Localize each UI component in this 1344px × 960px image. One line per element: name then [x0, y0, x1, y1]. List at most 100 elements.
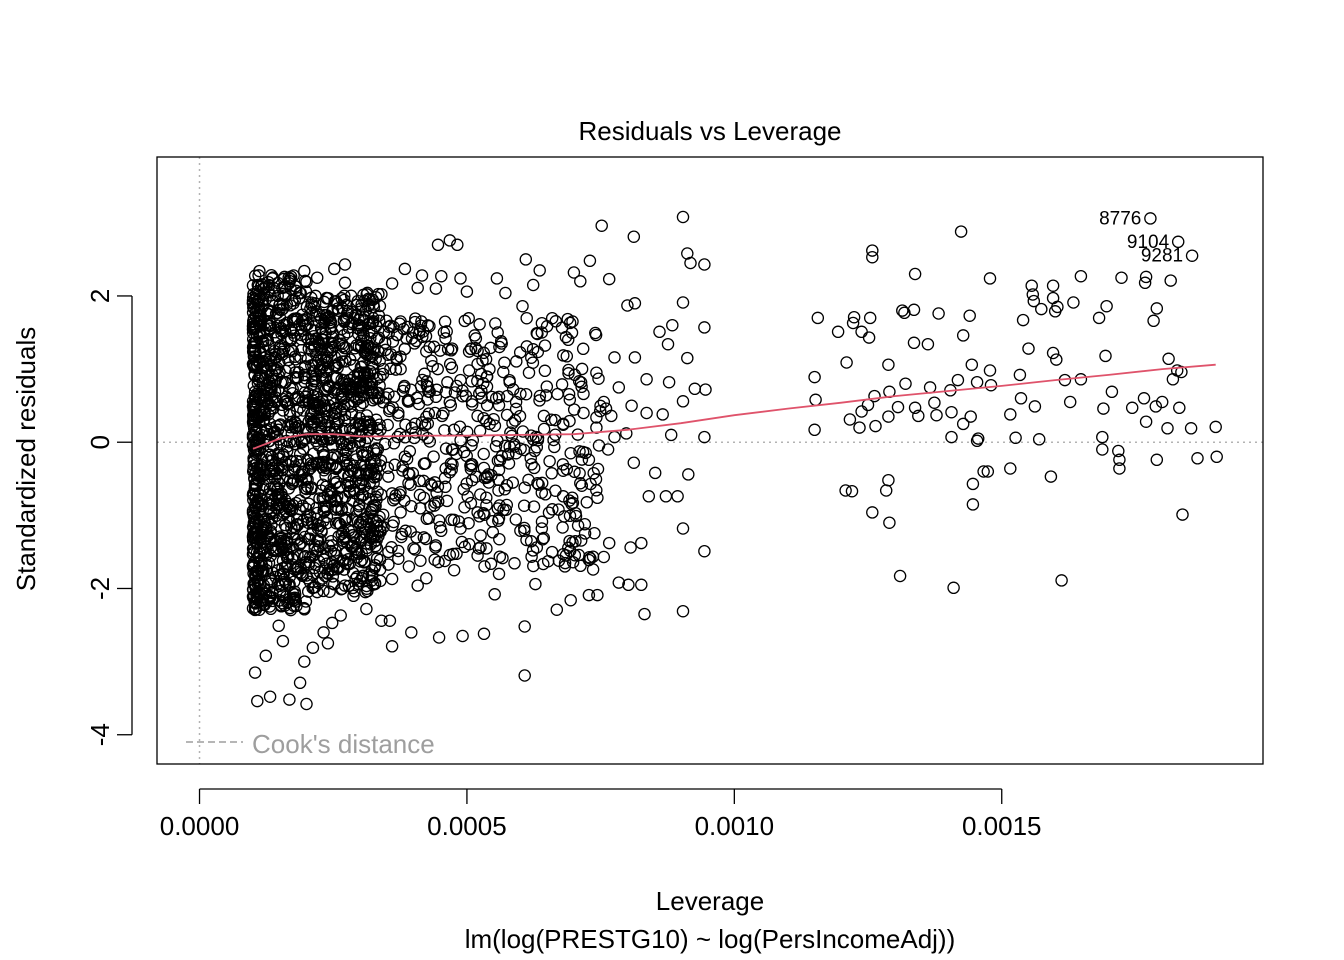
data-point — [480, 380, 494, 393]
data-point — [254, 370, 267, 383]
data-point — [355, 533, 369, 547]
data-point — [342, 553, 355, 566]
data-point — [250, 511, 263, 525]
data-point — [983, 272, 997, 285]
data-point — [538, 364, 552, 378]
data-point — [1185, 249, 1199, 262]
data-point — [429, 282, 443, 295]
data-point — [322, 379, 335, 392]
data-point — [1191, 452, 1204, 465]
data-point — [843, 413, 857, 426]
data-point — [545, 311, 559, 325]
data-point — [433, 344, 447, 357]
data-point — [330, 494, 343, 508]
data-point — [471, 506, 484, 519]
data-point — [306, 581, 319, 595]
data-point — [1150, 453, 1164, 467]
data-point — [1014, 392, 1028, 405]
data-point — [327, 472, 341, 485]
data-point — [1147, 314, 1160, 328]
data-point — [454, 373, 467, 387]
data-point — [898, 306, 911, 320]
data-point — [847, 310, 861, 324]
data-point — [399, 418, 412, 431]
data-point — [1139, 415, 1153, 428]
data-point — [263, 305, 277, 319]
data-point — [480, 498, 493, 512]
data-point — [287, 594, 301, 607]
data-point — [1004, 462, 1017, 475]
point-label-9281: 9281 — [1141, 246, 1183, 267]
data-point — [984, 378, 998, 392]
data-point — [535, 522, 549, 535]
data-point — [498, 439, 512, 453]
data-point — [374, 370, 387, 384]
data-point — [325, 451, 339, 465]
data-point — [1004, 408, 1017, 421]
data-point — [432, 631, 446, 644]
data-point — [908, 267, 922, 281]
data-point — [366, 386, 380, 400]
data-point — [666, 318, 679, 332]
chart-subtitle: lm(log(PRESTG10) ~ log(PersIncomeAdj)) — [465, 924, 956, 954]
data-point — [312, 315, 326, 329]
data-point — [491, 502, 505, 515]
data-point — [1055, 574, 1068, 587]
data-point — [571, 519, 585, 532]
data-point — [308, 396, 322, 410]
data-point — [537, 409, 551, 423]
data-point — [247, 301, 260, 314]
data-point — [279, 364, 292, 378]
data-point — [441, 376, 454, 389]
data-point — [489, 317, 502, 330]
data-point — [484, 557, 498, 571]
data-point — [509, 446, 523, 460]
data-point — [1164, 274, 1177, 287]
data-point — [642, 490, 656, 503]
data-point — [556, 464, 570, 477]
data-point — [853, 421, 866, 434]
data-point — [471, 357, 484, 371]
data-point — [433, 520, 447, 534]
data-point — [966, 498, 980, 511]
data-point — [590, 366, 603, 379]
data-point — [459, 389, 473, 402]
data-point — [1209, 420, 1222, 434]
data-point — [328, 295, 341, 308]
data-point — [305, 416, 318, 429]
data-point — [283, 409, 297, 422]
data-point — [310, 271, 324, 284]
data-point — [477, 506, 490, 520]
data-point — [622, 578, 635, 592]
data-point — [348, 542, 362, 556]
data-point — [464, 457, 478, 471]
data-point — [1074, 269, 1088, 283]
data-point — [535, 486, 549, 499]
data-point — [321, 637, 335, 650]
data-point — [480, 370, 494, 383]
data-point — [928, 396, 941, 409]
data-point — [289, 353, 302, 366]
data-point — [274, 599, 288, 612]
data-point — [808, 423, 821, 437]
data-point — [525, 550, 538, 563]
data-point — [882, 358, 895, 371]
data-point — [419, 457, 432, 470]
data-point — [514, 524, 527, 537]
data-point — [566, 555, 580, 569]
data-point — [458, 314, 472, 328]
data-point — [558, 556, 572, 570]
data-point — [469, 470, 483, 483]
data-point — [899, 377, 912, 390]
data-point — [304, 457, 318, 470]
data-point — [346, 513, 359, 526]
data-point — [552, 503, 565, 516]
data-point — [486, 514, 499, 528]
data-point — [1144, 212, 1157, 225]
data-point — [640, 406, 653, 420]
data-point — [452, 515, 466, 528]
data-point — [450, 547, 463, 561]
data-point — [956, 417, 970, 431]
data-point — [255, 554, 268, 567]
data-point — [335, 390, 348, 403]
